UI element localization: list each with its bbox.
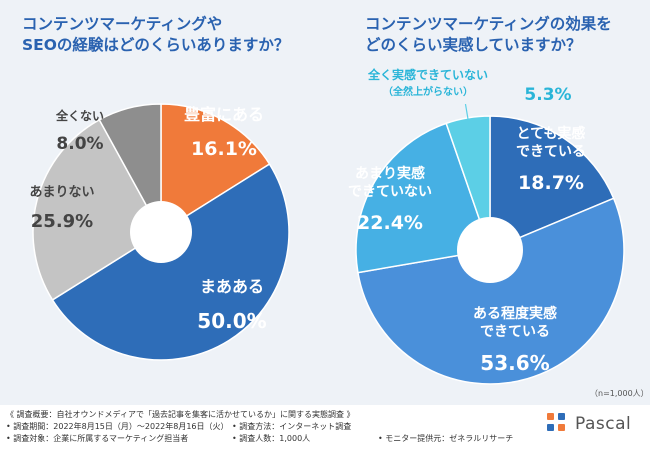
chart2-slice-3-value: 22.4% (357, 212, 423, 234)
chart2-slice-4-label-line-1: 全く実感できていない (367, 67, 488, 82)
chart1-slice-1-label-line-1: 豊富にある (184, 105, 264, 124)
chart2-slice-1-label-line-2: できている (516, 144, 586, 160)
chart2-slice-1 (489, 115, 615, 252)
survey-method: • 調査方法：インターネット調査 (232, 422, 352, 431)
survey-monitor: • モニター提供元：ゼネラルリサーチ (378, 434, 514, 443)
left-chart-title: コンテンツマーケティングや SEOの経験はどのくらいありますか？ (22, 14, 322, 56)
chart2-slice-4-leader-line (464, 103, 470, 124)
survey-footer: 《 調査概要：自社オウンドメディアで「過去記事を集客に活かせているか」に関する実… (0, 405, 650, 450)
chart2-slice-2-value: 53.6% (480, 351, 549, 375)
chart1-slice-1 (160, 103, 271, 234)
chart1-slice-2-value: 50.0% (197, 309, 266, 333)
right-chart-title: コンテンツマーケティングの効果を どのくらい実感していますか？ (365, 14, 645, 56)
chart2-slice-2-label-line-2: できている (480, 324, 550, 340)
right-title-line-2: どのくらい実感していますか？ (365, 36, 582, 54)
chart2-slice-2-label-line-1: ある程度実感 (473, 305, 557, 322)
sample-size-note: （n=1,000人） (590, 389, 649, 398)
chart1-slice-4-label-line-1: 全くない (55, 108, 104, 123)
chart1-slice-3-value: 25.9% (31, 211, 93, 232)
chart2-center-hole (457, 217, 523, 283)
pascal-logo-text: Pascal (575, 414, 632, 434)
chart2-slice-2 (357, 197, 625, 385)
chart1-slice-4 (98, 103, 162, 233)
pascal-logo: Pascal (545, 409, 631, 439)
chart1-slice-4-value: 8.0% (56, 134, 103, 154)
chart1-slice-2-label-line-1: まあある (200, 277, 264, 296)
pascal-logo-icon (547, 413, 565, 431)
chart2-slice-3 (355, 122, 491, 274)
chart1-slice-3 (32, 118, 162, 301)
chart1-center-hole (130, 201, 192, 263)
survey-target: • 調査対象：企業に所属するマーケティング担当者 (6, 434, 189, 443)
survey-period: • 調査期間：2022年8月15日（月）～2022年8月16日（火） (6, 422, 229, 431)
survey-count: • 調査人数：1,000人 (232, 434, 311, 443)
chart2-slice-4-value: 5.3% (524, 85, 571, 105)
chart2-slice-1-value: 18.7% (518, 172, 584, 194)
chart2-slice-1-label-line-1: とても実感 (517, 125, 586, 142)
pie-charts-canvas: 豊富にある 16.1% まあある 50.0% あまりない 25.9% 全くない 8.0% とても… (29, 67, 625, 385)
survey-summary: 《 調査概要：自社オウンドメディアで「過去記事を集客に活かせているか」に関する実… (6, 410, 355, 419)
chart2-slice-4-label-line-2: （全然上がらない） (383, 85, 473, 98)
chart2-slice-3-label-line-2: できていない (348, 184, 432, 200)
chart1-slice-3-label-line-1: あまりない (29, 185, 94, 200)
chart1-slice-1-value: 16.1% (191, 138, 257, 160)
right-title-line-1: コンテンツマーケティングの効果を (365, 15, 612, 33)
chart2-slice-3-label-line-1: あまり実感 (355, 165, 425, 182)
left-title-line-2: SEOの経験はどのくらいありますか？ (22, 36, 290, 54)
left-title-line-1: コンテンツマーケティングや (22, 15, 223, 33)
chart1-slice-2 (51, 163, 290, 361)
